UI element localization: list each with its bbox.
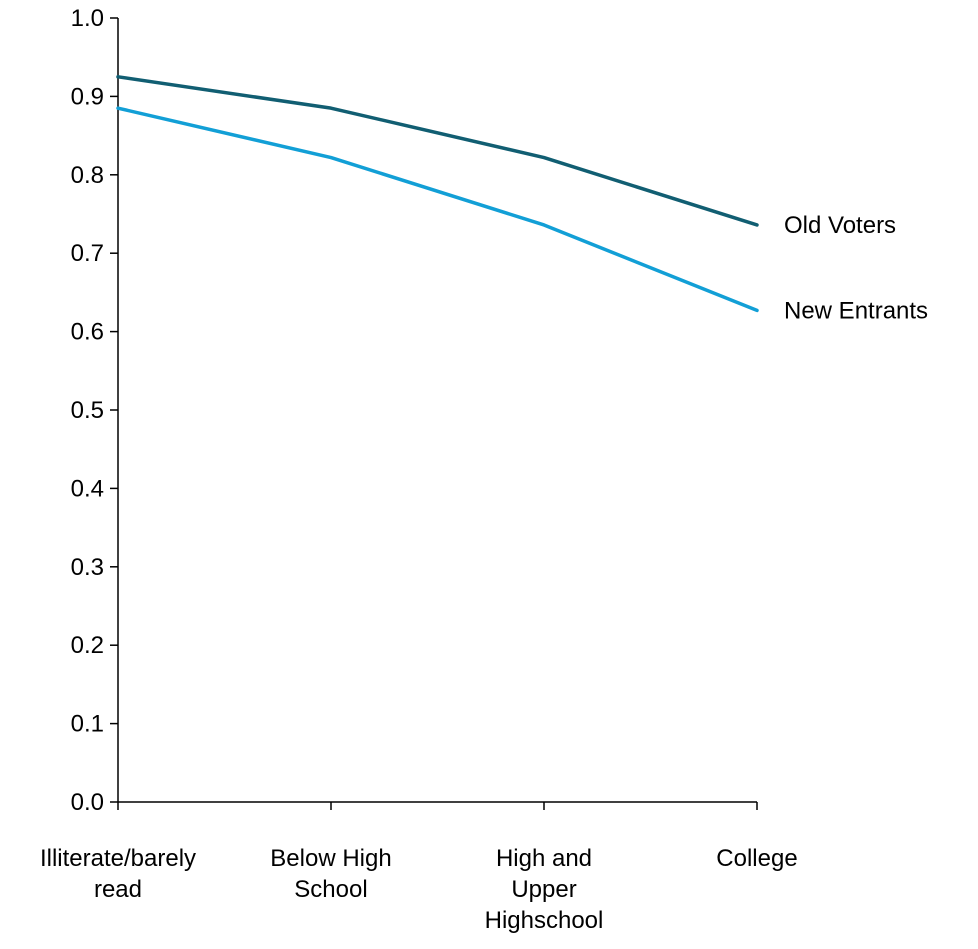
y-tick-label: 0.8 — [71, 162, 104, 189]
x-category-label: Illiterate/barely read — [40, 845, 196, 903]
y-tick-label: 0.2 — [71, 632, 104, 659]
x-category-label-line: read — [94, 876, 142, 903]
x-axis-ticks — [117, 802, 758, 810]
y-tick-label: 0.9 — [71, 83, 104, 110]
y-tick-label: 0.6 — [71, 319, 104, 346]
y-tick-label: 0.1 — [71, 711, 104, 738]
y-tick-label: 0.7 — [71, 240, 104, 267]
x-category-label-line: High and — [496, 845, 592, 872]
y-tick-label: 0.4 — [71, 475, 104, 502]
x-category-label-line: Illiterate/barely — [40, 845, 196, 872]
y-tick-label: 0.3 — [71, 554, 104, 581]
series-labels: Old Voters New Entrants — [784, 212, 928, 324]
x-category-label: Below High School — [270, 845, 391, 903]
y-tick-label: 1.0 — [71, 5, 104, 32]
x-category-label-line: College — [716, 845, 797, 872]
x-category-label: College — [716, 845, 797, 872]
x-category-label-line: Highschool — [485, 907, 604, 934]
x-category-label: High and Upper Highschool — [485, 845, 604, 934]
y-axis-ticks — [110, 17, 118, 803]
y-tick-label: 0.0 — [71, 789, 104, 816]
x-category-label-line: Upper — [511, 876, 576, 903]
series-line-new-entrants — [116, 106, 759, 313]
series-lines — [116, 75, 759, 313]
series-label-old-voters: Old Voters — [784, 212, 896, 239]
x-category-label-line: Below High — [270, 845, 391, 872]
x-category-label-line: School — [294, 876, 367, 903]
x-axis-tick-labels: Illiterate/barely read Below High School Hig… — [40, 845, 798, 934]
y-axis-tick-labels: 0.0 0.1 0.2 0.3 0.4 0.5 0.6 0.7 0.8 0.9 1.0 — [71, 5, 104, 816]
series-label-new-entrants: New Entrants — [784, 297, 928, 324]
y-tick-label: 0.5 — [71, 397, 104, 424]
series-line-old-voters — [116, 75, 759, 227]
